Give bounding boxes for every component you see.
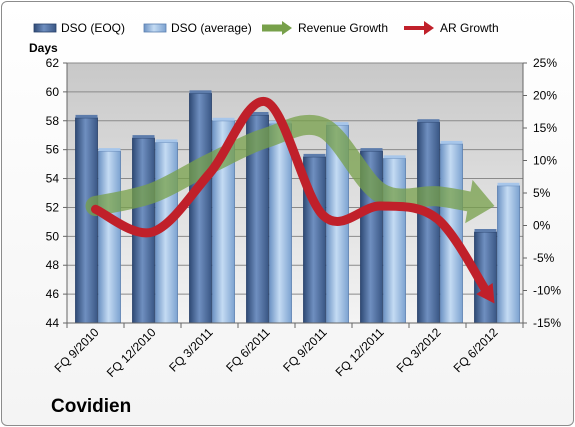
bar-cap: [246, 112, 269, 115]
y-axis-left: 44 46 48 50 52 54 56 58 60 62: [46, 56, 68, 330]
y2-tick-label: 10%: [533, 154, 557, 168]
legend-label: Revenue Growth: [298, 21, 388, 35]
x-tick-label: FQ 9/2011: [280, 325, 330, 375]
legend: DSO (EOQ) DSO (average) Revenue Growth AR G…: [33, 21, 499, 35]
y2-tick-label: 0%: [533, 219, 551, 233]
y-tick-label: 56: [46, 143, 60, 157]
legend-label: AR Growth: [440, 21, 499, 35]
bar-cap: [98, 148, 121, 152]
revenue-growth-arrowhead: [465, 179, 495, 224]
y-tick-label: 48: [46, 258, 60, 272]
company-name: Covidien: [51, 396, 131, 417]
bar-cap: [474, 229, 497, 232]
revenue-growth-series: [85, 114, 495, 224]
bar-cap: [132, 135, 155, 139]
legend-dso-average: DSO (average): [143, 21, 252, 35]
y2-tick-label: -15%: [533, 316, 561, 330]
bar-dso-average: [98, 150, 121, 324]
y2-tick-label: 15%: [533, 121, 557, 135]
x-tick-label: FQ 3/2012: [394, 325, 444, 375]
legend-swatch-arrowhead: [282, 21, 292, 35]
x-tick-label: FQ 9/2010: [52, 325, 102, 375]
legend-swatch-arrowhead: [424, 21, 434, 35]
y-tick-label: 60: [46, 85, 60, 99]
y-tick-label: 46: [46, 287, 60, 301]
ar-growth-line: [91, 97, 492, 298]
bar-cap: [155, 139, 178, 143]
bar-cap: [383, 155, 406, 159]
y-tick-label: 44: [46, 316, 60, 330]
bar-cap: [303, 153, 326, 157]
bar-cap: [440, 140, 463, 144]
bar-cap: [417, 119, 440, 123]
y-tick-label: 50: [46, 229, 60, 243]
y-tick-label: 62: [46, 56, 60, 70]
bar-dso-average: [383, 157, 406, 324]
y2-tick-label: 5%: [533, 186, 551, 200]
revenue-growth-line: [85, 114, 487, 216]
x-tick-label: FQ 3/2011: [166, 325, 216, 375]
legend-label: DSO (average): [171, 21, 252, 35]
bar-dso-eoq: [75, 117, 98, 324]
y-tick-label: 58: [46, 114, 60, 128]
y-axis-right: -15% -10% -5% 0% 5% 10% 15% 20% 25%: [522, 56, 561, 330]
legend-swatch: [33, 23, 57, 33]
y-axis-title: Days: [29, 41, 58, 55]
bar-cap: [75, 114, 98, 118]
y2-tick-label: -5%: [533, 251, 555, 265]
y-tick-label: 54: [46, 172, 60, 186]
bar-cap: [326, 122, 349, 126]
legend-swatch: [143, 23, 167, 33]
x-tick-label: FQ 12/2011: [333, 325, 387, 379]
ar-growth-series: [91, 97, 495, 304]
growth-lines: [85, 97, 495, 304]
x-tick-label: FQ 6/2012: [451, 325, 501, 375]
x-tick-label: FQ 6/2011: [223, 325, 273, 375]
bar-cap: [212, 117, 235, 121]
legend-revenue-growth: Revenue Growth: [262, 21, 388, 35]
legend-ar-growth: AR Growth: [404, 21, 499, 35]
bar-cap: [497, 182, 520, 186]
y2-tick-label: -10%: [533, 284, 561, 298]
bar-cap: [189, 90, 212, 94]
legend-dso-eoq: DSO (EOQ): [33, 21, 125, 35]
bar-dso-average: [269, 123, 292, 324]
bar-dso-average: [497, 185, 520, 324]
ar-growth-arrowhead: [476, 283, 495, 304]
bar-cap: [360, 148, 383, 152]
x-axis: FQ 9/2010 FQ 12/2010 FQ 3/2011 FQ 6/2011 FQ …: [52, 322, 524, 380]
y2-tick-label: 20%: [533, 89, 557, 103]
bar-dso-eoq: [189, 92, 212, 324]
y2-tick-label: 25%: [533, 56, 557, 70]
legend-label: DSO (EOQ): [61, 21, 125, 35]
y-tick-label: 52: [46, 200, 60, 214]
x-tick-label: FQ 12/2010: [104, 325, 159, 380]
